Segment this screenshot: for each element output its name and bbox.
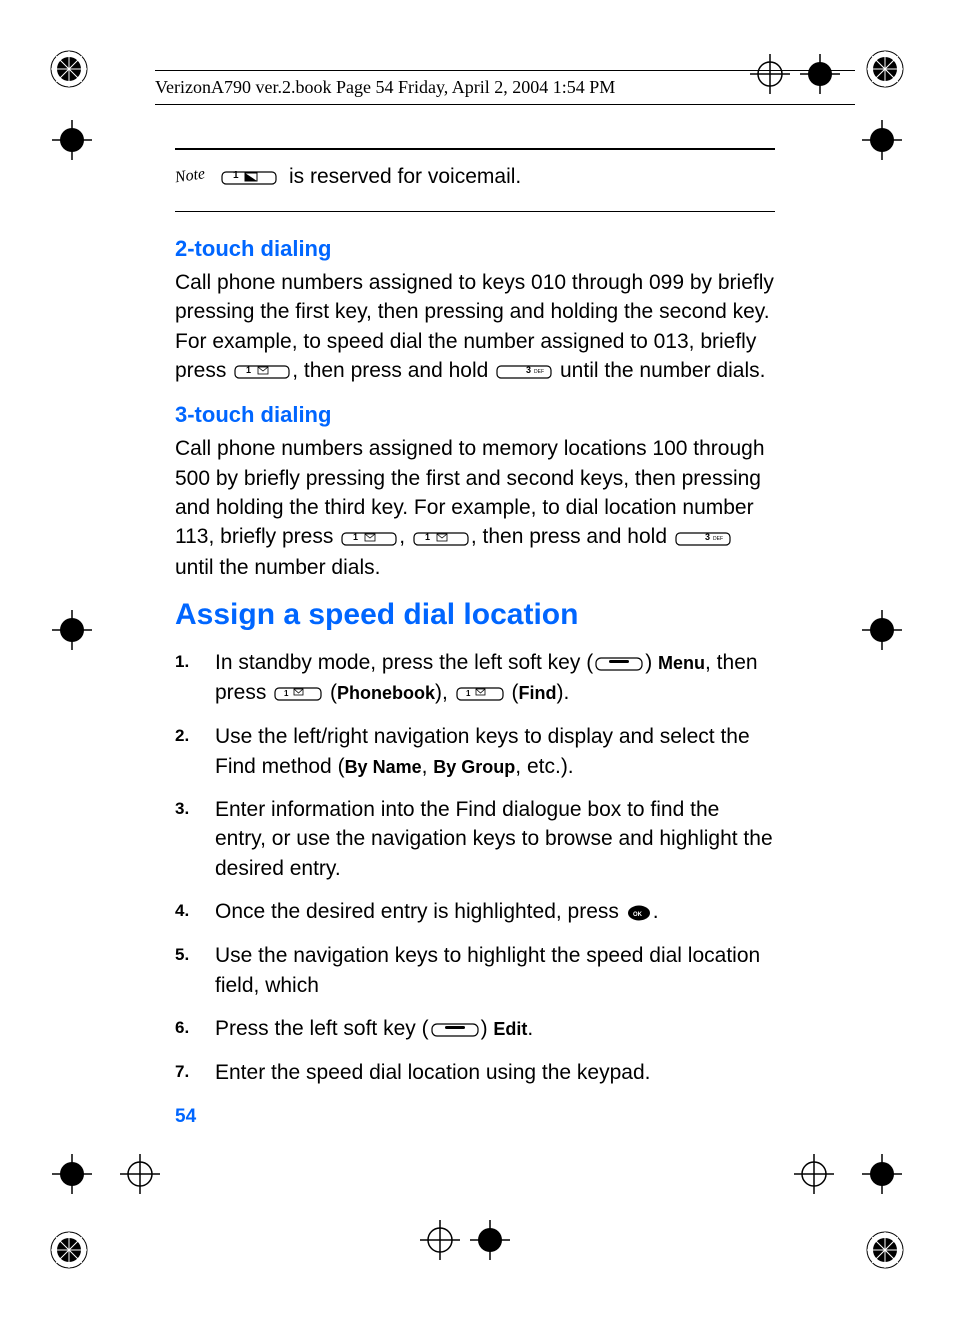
step-body: Once the desired entry is highlighted, p…	[215, 897, 775, 927]
heading-2touch: 2-touch dialing	[175, 236, 775, 262]
edit-label: Edit	[493, 1019, 527, 1039]
svg-text:1: 1	[425, 532, 430, 542]
reg-mark-left-3b	[120, 1154, 160, 1199]
svg-text:1: 1	[233, 170, 239, 181]
byname-label: By Name	[345, 757, 422, 777]
svg-text:1: 1	[246, 365, 251, 375]
t: Once the desired entry is highlighted, p…	[215, 900, 625, 923]
step-num: 7.	[175, 1058, 215, 1087]
softkey-icon	[431, 1015, 479, 1044]
page-header: VerizonA790 ver.2.book Page 54 Friday, A…	[155, 70, 855, 105]
t: (	[324, 681, 337, 704]
reg-mark-left-3	[52, 1154, 92, 1199]
t: )	[645, 651, 658, 674]
t: , etc.).	[515, 755, 573, 778]
step-body: Enter the speed dial location using the …	[215, 1058, 775, 1087]
svg-text:3: 3	[526, 365, 531, 375]
reg-mark-left-2	[52, 610, 92, 655]
step-3: 3. Enter information into the Find dialo…	[175, 795, 775, 883]
step-2: 2. Use the left/right navigation keys to…	[175, 722, 775, 781]
s1-mid: , then press and hold	[292, 359, 494, 382]
t: (	[506, 681, 519, 704]
menu-label: Menu	[658, 653, 705, 673]
key-1-icon: 1	[274, 679, 322, 708]
step-7: 7. Enter the speed dial location using t…	[175, 1058, 775, 1087]
reg-mark-left-1	[52, 120, 92, 165]
step-num: 5.	[175, 941, 215, 1000]
crop-mark-br	[864, 1229, 906, 1271]
reg-mark-right-2	[862, 610, 902, 655]
s2-mid1: ,	[399, 525, 411, 548]
svg-text:DEF: DEF	[713, 536, 723, 542]
step-body: Use the left/right navigation keys to di…	[215, 722, 775, 781]
t: Press the left soft key (	[215, 1017, 429, 1040]
s2-post: until the number dials.	[175, 556, 380, 579]
t: )	[481, 1017, 494, 1040]
step-num: 6.	[175, 1014, 215, 1044]
s1-post: until the number dials.	[554, 359, 765, 382]
step-body: Use the navigation keys to highlight the…	[215, 941, 775, 1000]
reg-mark-bottom-1	[420, 1220, 460, 1265]
find-label: Find	[519, 683, 557, 703]
key-3-icon: 3DEF	[496, 357, 552, 386]
heading-assign: Assign a speed dial location	[175, 598, 775, 632]
bygroup-label: By Group	[433, 757, 515, 777]
step-num: 4.	[175, 897, 215, 927]
key-1-icon: 1	[221, 166, 277, 188]
step-num: 1.	[175, 648, 215, 708]
svg-text:DEF: DEF	[534, 369, 544, 375]
body-2touch: Call phone numbers assigned to keys 010 …	[175, 268, 775, 386]
step-num: 2.	[175, 722, 215, 781]
ok-button-icon: OK	[627, 898, 651, 927]
crop-mark-bl	[48, 1229, 90, 1271]
reg-mark-right-3	[862, 1154, 902, 1199]
t: .	[653, 900, 659, 923]
svg-text:Note: Note	[173, 165, 206, 186]
key-1-icon: 1	[456, 679, 504, 708]
reg-mark-bottom-2	[470, 1220, 510, 1265]
t: In standby mode, press the left soft key…	[215, 651, 593, 674]
key-3-icon: 3DEF	[675, 523, 731, 552]
crop-mark-tl	[48, 48, 90, 90]
t: ),	[435, 681, 454, 704]
step-5: 5. Use the navigation keys to highlight …	[175, 941, 775, 1000]
t: ).	[557, 681, 570, 704]
svg-text:1: 1	[466, 689, 471, 698]
step-body: Press the left soft key () Edit.	[215, 1014, 775, 1044]
step-1: 1. In standby mode, press the left soft …	[175, 648, 775, 708]
note-icon: Note	[173, 158, 211, 195]
key-1-icon: 1	[234, 357, 290, 386]
t: .	[527, 1017, 533, 1040]
crop-mark-tr	[864, 48, 906, 90]
reg-mark-right-3b	[794, 1154, 834, 1199]
header-text: VerizonA790 ver.2.book Page 54 Friday, A…	[155, 77, 615, 97]
body-3touch: Call phone numbers assigned to memory lo…	[175, 434, 775, 582]
reg-mark-right-1	[862, 120, 902, 165]
svg-text:3: 3	[705, 532, 710, 542]
s2-mid2: , then press and hold	[471, 525, 673, 548]
note-text: is reserved for voicemail.	[289, 165, 521, 189]
svg-text:1: 1	[284, 689, 289, 698]
step-6: 6. Press the left soft key () Edit.	[175, 1014, 775, 1044]
step-num: 3.	[175, 795, 215, 883]
phonebook-label: Phonebook	[337, 683, 435, 703]
note-block: Note 1 is reserved for voicemail.	[175, 148, 775, 212]
page-content: Note 1 is reserved for voicemail. 2-touc…	[175, 148, 775, 1128]
t: ,	[422, 755, 434, 778]
svg-text:1: 1	[353, 532, 358, 542]
step-body: Enter information into the Find dialogue…	[215, 795, 775, 883]
svg-text:OK: OK	[633, 912, 643, 918]
page-number: 54	[175, 1106, 775, 1128]
step-body: In standby mode, press the left soft key…	[215, 648, 775, 708]
step-4: 4. Once the desired entry is highlighted…	[175, 897, 775, 927]
key-1-icon: 1	[341, 523, 397, 552]
key-1-icon: 1	[413, 523, 469, 552]
softkey-icon	[595, 649, 643, 678]
heading-3touch: 3-touch dialing	[175, 402, 775, 428]
